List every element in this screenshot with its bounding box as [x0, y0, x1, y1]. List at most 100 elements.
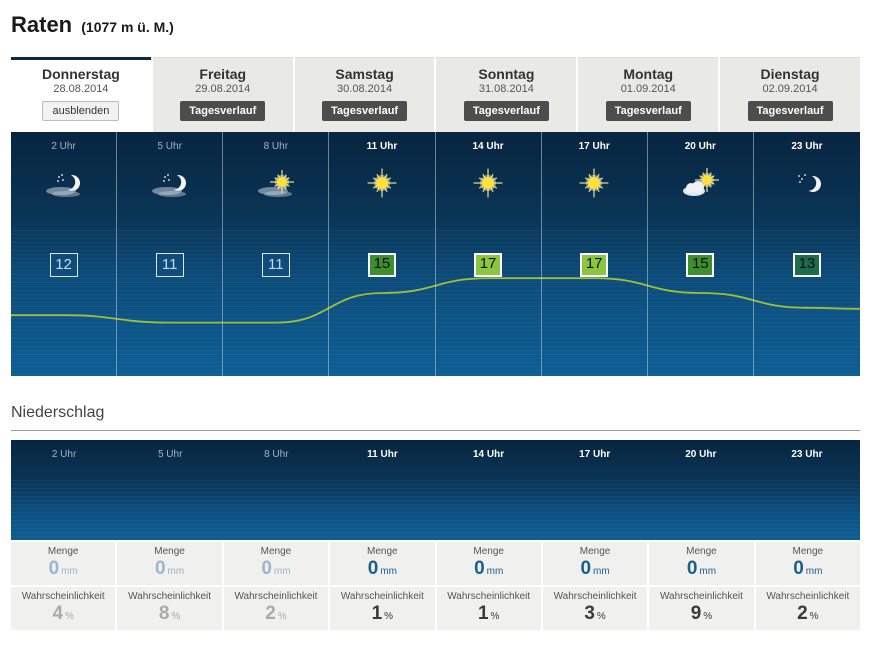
- amount-cell: Menge 0 mm: [756, 542, 860, 585]
- hour-column: 20 Uhr 15: [648, 132, 754, 376]
- hour-label: 2 Uhr: [51, 449, 77, 460]
- day-detail-button[interactable]: Tagesverlauf: [180, 101, 266, 121]
- precip-stat-column: Menge 0 mm Wahrscheinlichkeit 8%: [117, 542, 222, 630]
- precipitation-heading: Niederschlag: [11, 404, 105, 421]
- amount-value: 0 mm: [649, 558, 753, 580]
- day-tab[interactable]: Dienstag 02.09.2014 Tagesverlauf: [720, 57, 860, 132]
- precip-hour-column: 20 Uhr: [648, 440, 754, 540]
- probability-unit: %: [65, 611, 74, 622]
- precipitation-stats: Menge 0 mm Wahrscheinlichkeit 4% Menge 0 mm Wahr…: [11, 542, 860, 630]
- day-name: Montag: [623, 66, 674, 82]
- hour-column: 8 Uhr 11: [223, 132, 330, 376]
- hour-label: 11 Uhr: [366, 141, 398, 152]
- probability-value: 1%: [437, 603, 541, 625]
- probability-number: 8: [158, 603, 170, 624]
- amount-number: 0: [154, 558, 166, 579]
- hour-column: 11 Uhr 15: [329, 132, 436, 376]
- day-name: Sonntag: [478, 66, 535, 82]
- sun-icon: [468, 164, 508, 204]
- amount-number: 0: [261, 558, 272, 579]
- precip-stat-column: Menge 0 mm Wahrscheinlichkeit 2%: [223, 542, 329, 630]
- hide-button[interactable]: ausblenden: [42, 101, 120, 121]
- day-detail-button[interactable]: Tagesverlauf: [747, 101, 833, 121]
- probability-cell: Wahrscheinlichkeit 3%: [542, 585, 648, 628]
- day-tab[interactable]: Freitag 29.08.2014 Tagesverlauf: [152, 57, 293, 132]
- probability-value: 2%: [224, 603, 328, 625]
- probability-label: Wahrscheinlichkeit: [553, 591, 637, 602]
- probability-number: 3: [584, 603, 595, 624]
- day-tab[interactable]: Montag 01.09.2014 Tagesverlauf: [578, 57, 719, 132]
- amount-cell: Menge 0 mm: [330, 542, 434, 585]
- amount-value: 0 mm: [11, 558, 115, 580]
- probability-number: 1: [477, 603, 489, 624]
- precip-hour-column: 8 Uhr: [223, 440, 329, 540]
- probability-unit: %: [277, 611, 287, 622]
- day-detail-button[interactable]: Tagesverlauf: [605, 101, 691, 121]
- day-name: Freitag: [199, 66, 247, 82]
- hour-label: 5 Uhr: [157, 449, 183, 460]
- precip-hour-column: 14 Uhr: [436, 440, 542, 540]
- probability-number: 2: [265, 603, 276, 624]
- panel-texture: [11, 229, 860, 376]
- precip-hour-column: 11 Uhr: [329, 440, 435, 540]
- page-title: Raten (1077 m ü. M.): [11, 12, 174, 38]
- day-name: Samstag: [335, 66, 394, 82]
- day-detail-button[interactable]: Tagesverlauf: [322, 101, 408, 121]
- temperature-box: 17: [474, 253, 503, 277]
- hour-label: 23 Uhr: [791, 449, 823, 460]
- probability-cell: Wahrscheinlichkeit 8%: [117, 585, 222, 628]
- probability-unit: %: [809, 611, 819, 622]
- amount-number: 0: [793, 558, 804, 579]
- amount-value: 0 mm: [756, 558, 860, 580]
- day-tabs: Donnerstag 28.08.2014 ausblenden Freitag 29.…: [11, 57, 860, 132]
- hour-label: 8 Uhr: [264, 449, 289, 460]
- temperature-box: 11: [261, 253, 290, 277]
- hour-label: 8 Uhr: [263, 141, 289, 152]
- sun-icon: [574, 164, 614, 204]
- precip-hour-column: 17 Uhr: [542, 440, 648, 540]
- amount-value: 0 mm: [330, 558, 434, 580]
- amount-unit: mm: [486, 566, 504, 577]
- hour-column: 14 Uhr 17: [436, 132, 542, 376]
- hour-column: 2 Uhr 12: [11, 132, 118, 376]
- day-tab[interactable]: Donnerstag 28.08.2014 ausblenden: [11, 57, 151, 132]
- day-name: Donnerstag: [42, 66, 120, 82]
- probability-label: Wahrscheinlichkeit: [659, 591, 743, 602]
- probability-unit: %: [171, 611, 181, 622]
- amount-cell: Menge 0 mm: [11, 542, 115, 585]
- probability-label: Wahrscheinlichkeit: [128, 591, 212, 602]
- amount-label: Menge: [686, 546, 717, 557]
- amount-number: 0: [580, 558, 592, 579]
- probability-label: Wahrscheinlichkeit: [21, 591, 105, 602]
- probability-label: Wahrscheinlichkeit: [766, 591, 850, 602]
- day-date: 29.08.2014: [195, 83, 251, 95]
- amount-number: 0: [686, 558, 698, 579]
- precip-stat-column: Menge 0 mm Wahrscheinlichkeit 1%: [330, 542, 435, 630]
- moon-stars-icon: [787, 164, 827, 204]
- moon-stars-fog-icon: [150, 164, 190, 204]
- probability-number: 2: [797, 603, 808, 624]
- amount-label: Menge: [579, 546, 611, 557]
- temperature-box: 15: [367, 253, 396, 277]
- location-name: Raten: [11, 12, 73, 37]
- temperature-box: 15: [686, 253, 715, 277]
- amount-unit: mm: [380, 566, 397, 577]
- day-detail-button[interactable]: Tagesverlauf: [463, 101, 549, 121]
- day-name: Dienstag: [760, 66, 820, 82]
- probability-unit: %: [703, 611, 713, 622]
- amount-cell: Menge 0 mm: [224, 542, 328, 585]
- amount-cell: Menge 0 mm: [437, 542, 541, 585]
- probability-label: Wahrscheinlichkeit: [447, 591, 531, 602]
- sun-icon: [362, 164, 402, 204]
- hourly-forecast-panel: 2 Uhr 12 5 Uhr 11 8 Uhr 11 11 Uhr 15 14 Uhr 17 17 …: [11, 132, 860, 376]
- amount-unit: mm: [805, 566, 823, 577]
- day-tab[interactable]: Samstag 30.08.2014 Tagesverlauf: [294, 57, 435, 132]
- probability-cell: Wahrscheinlichkeit 1%: [436, 585, 541, 628]
- probability-cell: Wahrscheinlichkeit 2%: [755, 585, 860, 628]
- precip-stat-column: Menge 0 mm Wahrscheinlichkeit 1%: [436, 542, 541, 630]
- probability-value: 8%: [117, 603, 221, 625]
- amount-value: 0 mm: [437, 558, 541, 580]
- precip-hour-column: 5 Uhr: [117, 440, 223, 540]
- day-tab[interactable]: Sonntag 31.08.2014 Tagesverlauf: [436, 57, 577, 132]
- amount-number: 0: [474, 558, 485, 579]
